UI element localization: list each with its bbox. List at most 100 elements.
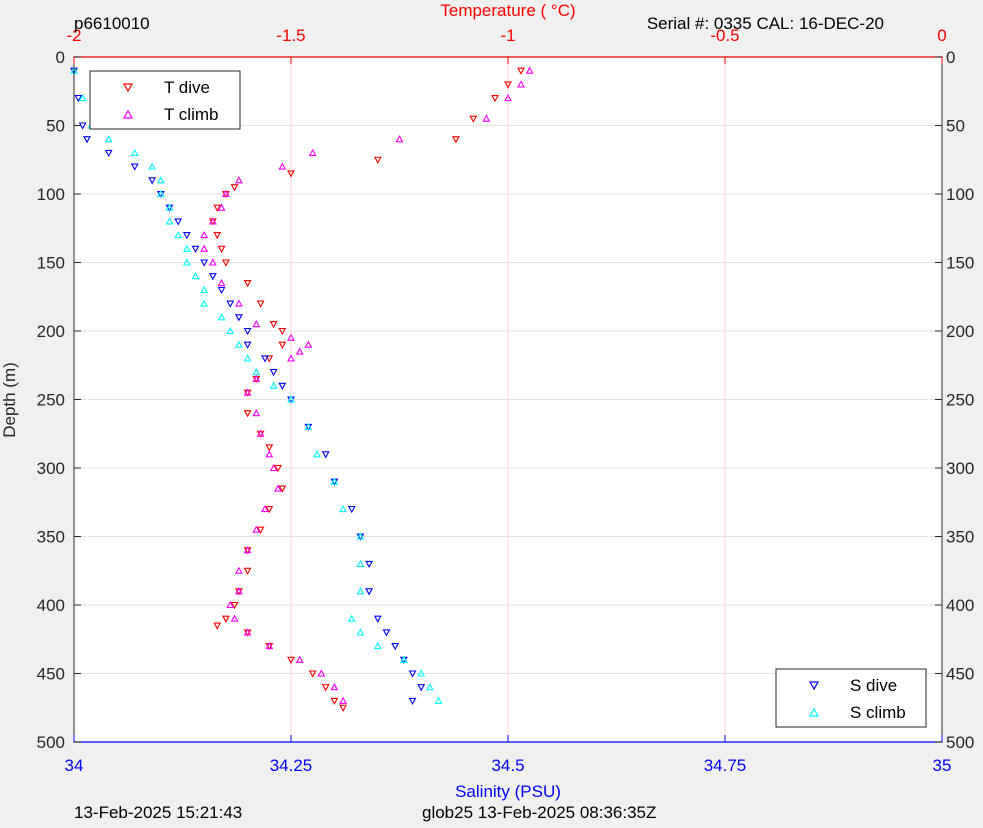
s-climb-marker-icon <box>808 707 820 717</box>
s-dive-point <box>182 232 191 240</box>
s-climb-point <box>165 203 174 211</box>
s-dive-point <box>243 341 252 349</box>
t-climb-point <box>217 278 226 287</box>
s-dive-point <box>191 245 200 253</box>
depth-tick-label-left: 500 <box>37 733 65 752</box>
t-dive-point <box>217 245 226 253</box>
t-climb-point <box>234 587 243 595</box>
legend-s-dive: S dive <box>850 676 897 695</box>
depth-tick-label-left: 200 <box>37 322 65 341</box>
t-climb-point <box>339 696 348 704</box>
s-dive-marker-icon <box>808 681 820 691</box>
t-climb-point <box>243 388 252 396</box>
t-dive-point <box>243 279 252 288</box>
depth-tick-label-left: 100 <box>37 185 65 204</box>
t-climb-point <box>252 409 261 417</box>
depth-tick-label-left: 300 <box>37 459 65 478</box>
s-dive-point <box>408 697 417 706</box>
temperature-tick-label: -0.5 <box>710 26 739 45</box>
t-dive-point <box>330 697 339 706</box>
t-dive-point <box>339 704 348 712</box>
temperature-tick-label: -1.5 <box>276 26 305 45</box>
footer-glider-info: glob25 13-Feb-2025 08:36:35Z <box>422 803 656 822</box>
t-climb-point <box>234 176 243 184</box>
t-dive-point <box>373 156 382 164</box>
s-dive-point <box>278 382 287 390</box>
s-climb-point <box>234 340 243 348</box>
s-climb-point <box>148 162 157 170</box>
grid-lines <box>74 57 942 742</box>
t-climb-point <box>295 347 304 355</box>
t-dive-point <box>213 204 222 212</box>
s-dive-point <box>208 273 217 281</box>
t-climb-point <box>287 354 295 362</box>
s-climb-point <box>156 176 165 184</box>
s-dive-point <box>200 259 209 267</box>
depth-tick-label-right: 50 <box>946 117 965 136</box>
t-climb-point <box>226 600 235 609</box>
t-climb-point <box>256 429 265 437</box>
s-dive-point <box>148 177 157 185</box>
s-dive-point <box>321 451 330 459</box>
t-climb-point <box>234 566 243 574</box>
s-climb-point <box>78 93 87 102</box>
t-dive-point <box>256 526 265 534</box>
temperature-tick-label: 0 <box>937 26 946 45</box>
legend-s-climb: S climb <box>850 703 906 722</box>
s-climb-point <box>200 285 209 293</box>
s-dive-point <box>104 149 113 158</box>
s-climb-point <box>252 367 261 376</box>
s-climb-point <box>313 450 321 458</box>
temperature-tick-label: -2 <box>66 26 81 45</box>
s-climb-point <box>356 559 365 567</box>
s-dive-point <box>408 670 417 678</box>
s-dive-point <box>269 369 278 377</box>
t-dive-point <box>517 67 525 75</box>
t-climb-point <box>252 374 261 383</box>
t-dive-point <box>230 601 239 610</box>
depth-tick-label-left: 250 <box>37 391 65 410</box>
s-climb-point <box>356 628 365 636</box>
depth-tick-label-left: 50 <box>46 117 65 136</box>
t-dive-point <box>308 670 317 678</box>
depth-tick-label-left: 350 <box>37 528 65 547</box>
depth-tick-label-right: 450 <box>946 665 974 684</box>
serial-calibration: Serial #: 0335 CAL: 16-DEC-20 <box>647 14 884 33</box>
t-climb-point <box>330 683 339 691</box>
t-climb-point <box>252 320 261 328</box>
s-dive-point <box>174 218 183 226</box>
s-dive-point <box>417 684 426 692</box>
t-climb-point <box>208 217 217 225</box>
s-dive-point <box>130 163 139 171</box>
s-climb-point <box>191 272 200 280</box>
salinity-tick-label: 34 <box>65 756 84 775</box>
s-climb-point <box>417 669 426 677</box>
t-climb-point <box>482 114 491 122</box>
s-climb-point <box>356 532 365 540</box>
s-climb-point <box>269 381 278 389</box>
t-climb-point <box>243 546 252 554</box>
s-dive-point <box>78 122 87 130</box>
s-dive-point <box>365 588 374 596</box>
legend-t-dive: T dive <box>164 78 210 97</box>
t-dive-point <box>491 95 499 103</box>
t-dive-point <box>221 615 230 623</box>
t-dive-point <box>278 327 287 336</box>
t-climb-point <box>395 135 404 143</box>
t-climb-point <box>295 655 304 663</box>
t-dive-point <box>265 444 274 452</box>
t-dive-point <box>287 656 295 664</box>
t-climb-point <box>243 628 252 636</box>
s-climb-point <box>226 326 235 335</box>
s-climb-point <box>165 217 174 225</box>
s-climb-point <box>287 395 295 403</box>
t-dive-point <box>256 300 265 308</box>
s-climb-point <box>304 422 313 430</box>
temperature-tick-label: -1 <box>500 26 515 45</box>
t-climb-point <box>200 244 209 252</box>
s-dive-point <box>391 643 400 651</box>
s-climb-point <box>217 313 226 321</box>
t-climb-point <box>269 463 278 472</box>
